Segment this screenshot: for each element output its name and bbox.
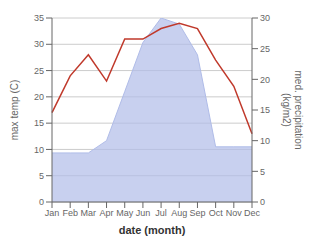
svg-text:10: 10 <box>34 145 44 155</box>
svg-text:May: May <box>116 208 134 218</box>
svg-text:(kg/m2): (kg/m2) <box>281 93 292 127</box>
svg-text:Aug: Aug <box>171 208 187 218</box>
svg-text:date (month): date (month) <box>119 224 186 236</box>
svg-text:Oct: Oct <box>209 208 224 218</box>
svg-text:Jan: Jan <box>45 208 60 218</box>
svg-text:0: 0 <box>39 197 44 207</box>
svg-text:Sep: Sep <box>189 208 205 218</box>
svg-text:25: 25 <box>260 44 270 54</box>
svg-text:15: 15 <box>34 118 44 128</box>
svg-text:20: 20 <box>260 75 270 85</box>
svg-text:Mar: Mar <box>81 208 97 218</box>
svg-text:10: 10 <box>260 136 270 146</box>
svg-text:Jul: Jul <box>155 208 167 218</box>
svg-text:5: 5 <box>260 167 265 177</box>
svg-text:15: 15 <box>260 105 270 115</box>
svg-text:35: 35 <box>34 13 44 23</box>
svg-text:max temp (C): max temp (C) <box>9 80 20 141</box>
svg-text:Nov: Nov <box>226 208 243 218</box>
svg-text:20: 20 <box>34 92 44 102</box>
svg-text:25: 25 <box>34 66 44 76</box>
svg-text:0: 0 <box>260 197 265 207</box>
svg-text:Apr: Apr <box>100 208 114 218</box>
svg-text:30: 30 <box>260 13 270 23</box>
svg-text:30: 30 <box>34 39 44 49</box>
svg-text:5: 5 <box>39 171 44 181</box>
svg-text:Feb: Feb <box>62 208 78 218</box>
svg-text:Dec: Dec <box>244 208 261 218</box>
svg-text:med. precipitation: med. precipitation <box>293 71 304 150</box>
svg-text:Jun: Jun <box>136 208 151 218</box>
